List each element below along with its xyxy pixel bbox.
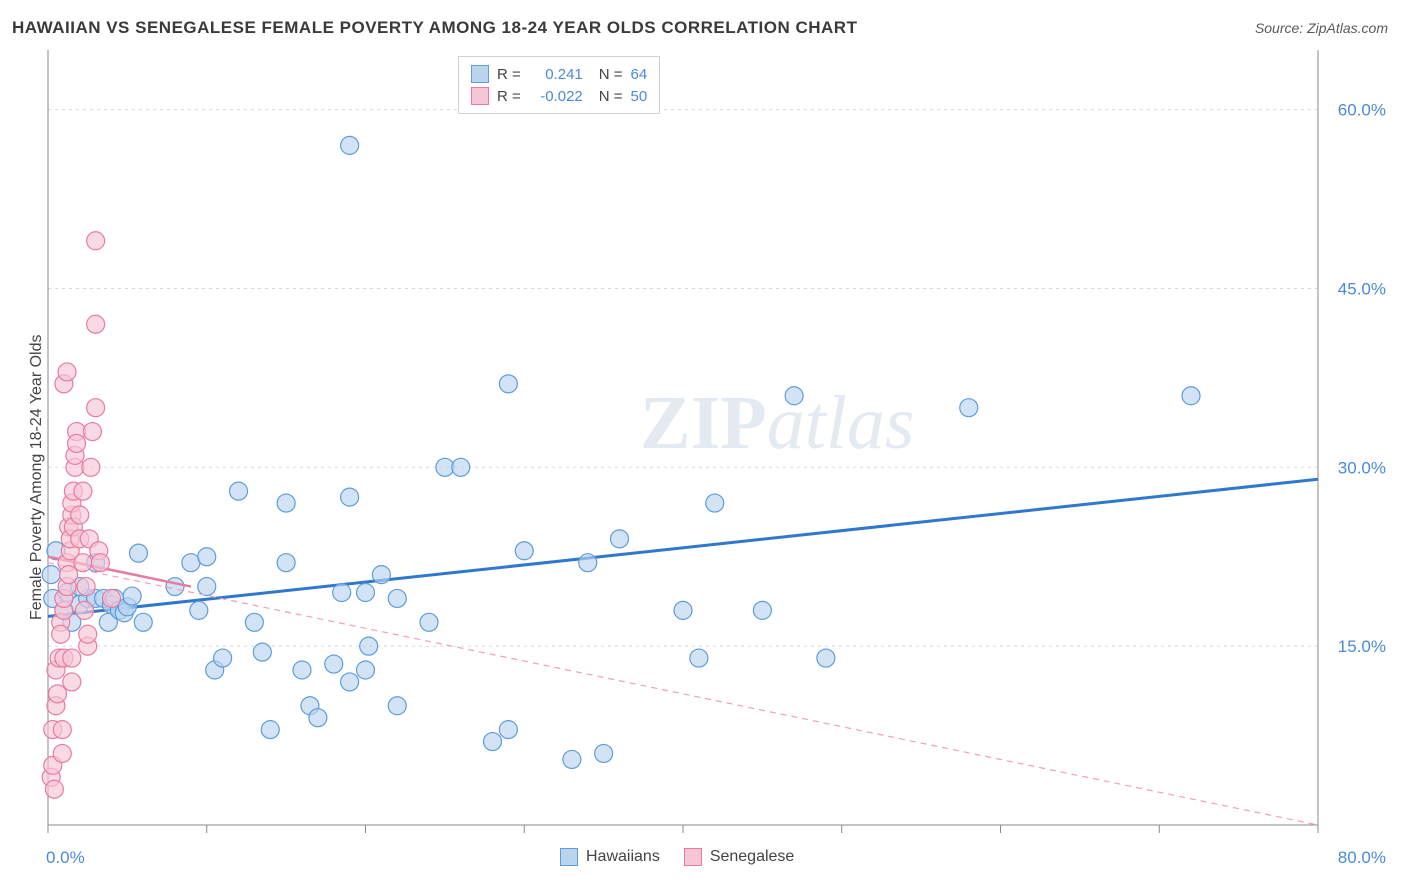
legend-swatch-senegalese bbox=[471, 87, 489, 105]
legend-swatch-hawaiians bbox=[560, 848, 578, 866]
chart-container: HAWAIIAN VS SENEGALESE FEMALE POVERTY AM… bbox=[0, 0, 1406, 892]
n-label: N = bbox=[599, 66, 623, 83]
svg-text:15.0%: 15.0% bbox=[1338, 637, 1386, 656]
legend-stats-row: R = -0.022 N = 50 bbox=[471, 85, 647, 107]
legend-stats-row: R = 0.241 N = 64 bbox=[471, 63, 647, 85]
legend-series: Hawaiians Senegalese bbox=[560, 848, 794, 866]
legend-swatch-hawaiians bbox=[471, 65, 489, 83]
legend-item-hawaiians: Hawaiians bbox=[560, 848, 660, 866]
r-value: 0.241 bbox=[529, 66, 583, 83]
svg-text:80.0%: 80.0% bbox=[1338, 848, 1386, 867]
legend-label: Hawaiians bbox=[586, 848, 660, 866]
r-label: R = bbox=[497, 66, 521, 83]
n-value: 64 bbox=[631, 66, 648, 83]
legend-stats: R = 0.241 N = 64 R = -0.022 N = 50 bbox=[458, 56, 660, 114]
legend-item-senegalese: Senegalese bbox=[684, 848, 795, 866]
y-axis-label: Female Poverty Among 18-24 Year Olds bbox=[28, 335, 46, 621]
r-value: -0.022 bbox=[529, 88, 583, 105]
scatter-plot: 15.0% 30.0% 45.0% 60.0% 0.0% 80.0% bbox=[0, 0, 1406, 892]
legend-swatch-senegalese bbox=[684, 848, 702, 866]
n-value: 50 bbox=[631, 88, 648, 105]
legend-label: Senegalese bbox=[710, 848, 795, 866]
svg-text:60.0%: 60.0% bbox=[1338, 101, 1386, 120]
n-label: N = bbox=[599, 88, 623, 105]
r-label: R = bbox=[497, 88, 521, 105]
svg-text:30.0%: 30.0% bbox=[1338, 458, 1386, 477]
svg-text:0.0%: 0.0% bbox=[46, 848, 85, 867]
svg-text:45.0%: 45.0% bbox=[1338, 279, 1386, 298]
